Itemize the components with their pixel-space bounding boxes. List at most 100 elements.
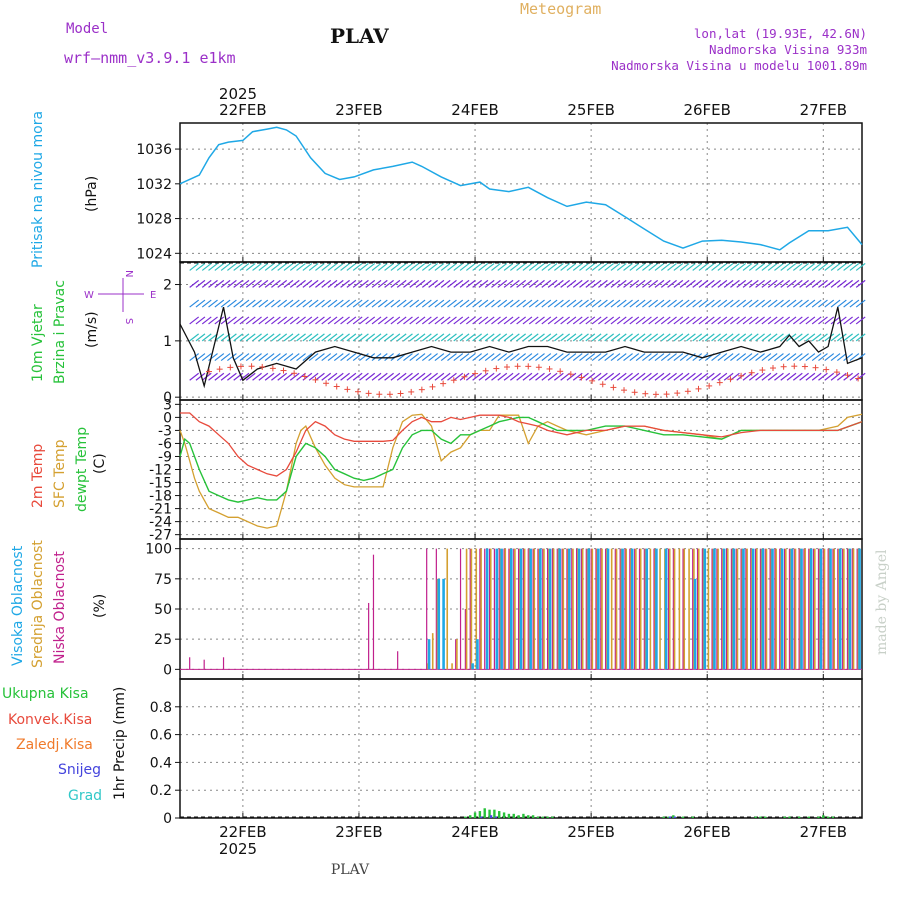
wind-barb [528, 279, 539, 288]
wind-barb [723, 299, 734, 308]
wind-barb [409, 299, 420, 308]
wind-barb [359, 299, 369, 308]
wind-barb [258, 316, 269, 325]
wind-barb [635, 353, 646, 362]
wind-barb [604, 353, 615, 362]
wind-barb [522, 333, 533, 342]
wind-barb [333, 333, 344, 342]
wind-barb [572, 372, 583, 381]
wind-barb [384, 372, 394, 381]
wind-barb [352, 333, 363, 342]
wind-barb [818, 372, 828, 381]
wind-barb [654, 316, 665, 325]
precip-bar [797, 816, 801, 818]
wind-barb [390, 262, 401, 271]
wind-barb [233, 299, 244, 308]
wind-barb [245, 372, 256, 381]
wind-barb [390, 316, 401, 325]
wind-barb [786, 372, 797, 381]
wind-barb [547, 279, 558, 288]
wind-barb [465, 316, 476, 325]
wind-barb [598, 316, 608, 325]
wind-barb [459, 353, 470, 362]
wind-barb [667, 372, 677, 381]
wind-barb [497, 353, 508, 362]
wind-barb [315, 372, 325, 381]
wind-barb [352, 299, 363, 308]
wind-barb [227, 316, 237, 325]
wind-barb [579, 353, 589, 362]
wind-barb [711, 262, 721, 271]
wind-barb [352, 372, 363, 381]
wind-barb [271, 333, 281, 342]
wind-barb [717, 279, 728, 288]
wind-barb [459, 279, 470, 288]
wind-barb [283, 262, 294, 271]
wind-barb [359, 353, 369, 362]
precip-bar [494, 816, 498, 818]
compass-s: S [123, 318, 134, 324]
wind-barb [321, 316, 332, 325]
wind-barb [258, 353, 269, 362]
wind-barb [327, 279, 338, 288]
wind-barb [403, 299, 413, 308]
wind-barb [283, 333, 294, 342]
wind-barb [623, 262, 633, 271]
wind-barb [642, 372, 652, 381]
wind-barb [830, 333, 841, 342]
wind-barb [396, 262, 407, 271]
wind-barb [509, 299, 520, 308]
wind-barb [390, 333, 401, 342]
wind-barb [623, 316, 633, 325]
wind-barb [478, 262, 489, 271]
precip-unit: 1hr Precip (mm) [112, 687, 128, 800]
legend-grad: Grad [68, 788, 102, 804]
precip-bar [483, 808, 486, 818]
wind-barb [478, 299, 489, 308]
wind-barb [554, 299, 564, 308]
wind-barb [748, 316, 759, 325]
wind-barb [830, 262, 841, 271]
wind-barb [547, 316, 558, 325]
temp-label: 2m Temp [30, 444, 46, 508]
precip-bar [759, 816, 762, 818]
wind-barb [623, 353, 633, 362]
wind-barb [654, 372, 665, 381]
wind-barb [635, 299, 646, 308]
wind-barb [811, 262, 822, 271]
wind-barb [836, 316, 847, 325]
wind-barb [208, 262, 218, 271]
wind-barb [403, 333, 413, 342]
wind-barb [673, 333, 684, 342]
wind-barb [396, 299, 407, 308]
wind-barb [818, 333, 828, 342]
wind-barb [591, 353, 602, 362]
wind-barb [516, 262, 527, 271]
precip-bar [672, 815, 675, 818]
wind-barb [239, 316, 250, 325]
wind-barb [698, 316, 709, 325]
wind-barb [465, 262, 476, 271]
wind-barb [830, 299, 841, 308]
wind-barb [736, 279, 747, 288]
wind-barb [421, 353, 432, 362]
wind-barb [239, 372, 250, 381]
wind-barb [277, 299, 288, 308]
wind-barb [233, 353, 244, 362]
wind-barb [774, 299, 784, 308]
wind-barb [371, 353, 382, 362]
wind-barb [195, 316, 206, 325]
wind-barb [843, 299, 853, 308]
wind-barb [189, 333, 200, 342]
wind-barb [679, 353, 690, 362]
wind-barb [340, 262, 350, 271]
wind-barb [283, 299, 294, 308]
wind-barb [245, 333, 256, 342]
wind-barb [667, 279, 677, 288]
wind-barb [736, 262, 747, 271]
wind-barb [503, 299, 514, 308]
wind-barb [566, 316, 577, 325]
temp-2m-line [180, 412, 863, 477]
wind-barb [692, 279, 703, 288]
wind-barb [585, 372, 596, 381]
